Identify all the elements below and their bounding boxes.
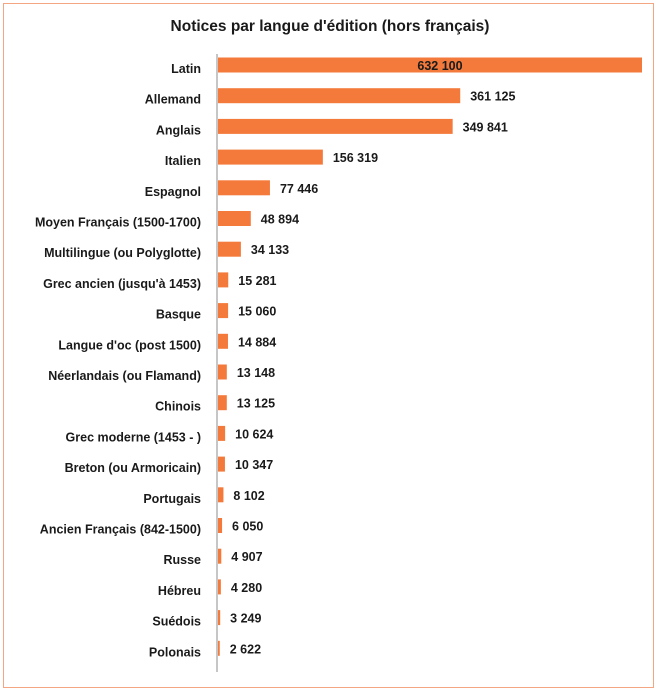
value-label: 156 319 <box>333 151 378 165</box>
chart-frame <box>3 3 654 688</box>
category-label: Hébreu <box>158 584 201 598</box>
value-label: 77 446 <box>280 182 318 196</box>
bars-group: Latin 632 100 Allemand 361 125 Anglais 349 84… <box>35 57 642 659</box>
chart-title: Notices par langue d'édition (hors franç… <box>171 18 490 35</box>
category-label: Basque <box>156 308 201 322</box>
value-label: 4 280 <box>231 581 262 595</box>
bar <box>218 241 241 257</box>
category-label: Espagnol <box>145 185 201 199</box>
category-label: Anglais <box>156 123 201 137</box>
bar <box>218 579 221 595</box>
category-label: Moyen Français (1500-1700) <box>35 216 201 230</box>
bar <box>218 272 229 288</box>
category-label: Chinois <box>155 400 201 414</box>
category-label: Multilingue (ou Polyglotte) <box>44 246 201 260</box>
bar <box>218 487 224 503</box>
bar <box>218 303 229 319</box>
bar <box>218 57 642 73</box>
bar <box>218 456 225 472</box>
bar <box>218 118 453 134</box>
value-label: 14 884 <box>238 335 276 349</box>
bar <box>218 425 226 441</box>
category-label: Allemand <box>145 93 201 107</box>
value-label: 6 050 <box>232 520 263 534</box>
bar <box>218 333 228 349</box>
bar <box>218 180 270 196</box>
value-label: 13 148 <box>237 366 275 380</box>
category-label: Grec ancien (jusqu'à 1453) <box>43 277 201 291</box>
bar <box>218 149 323 165</box>
category-label: Portugais <box>143 492 201 506</box>
value-label: 15 060 <box>238 305 276 319</box>
category-label: Latin <box>171 62 201 76</box>
bar <box>218 211 251 226</box>
value-label: 8 102 <box>233 489 264 503</box>
value-label: 13 125 <box>237 397 275 411</box>
value-label: 15 281 <box>238 274 276 288</box>
category-label: Ancien Français (842-1500) <box>40 523 201 537</box>
bar <box>218 640 220 656</box>
category-label: Langue d'oc (post 1500) <box>58 338 201 352</box>
value-label: 4 907 <box>231 550 262 564</box>
value-label: 349 841 <box>463 120 508 134</box>
bar <box>218 395 227 411</box>
bar <box>218 88 461 104</box>
value-label: 632 100 <box>417 59 462 73</box>
category-label: Suédois <box>152 615 201 629</box>
value-label: 10 624 <box>235 427 273 441</box>
value-label: 2 622 <box>230 642 261 656</box>
bar <box>218 548 222 564</box>
bar <box>218 610 221 626</box>
value-label: 48 894 <box>261 213 299 227</box>
category-label: Polonais <box>149 645 201 659</box>
value-label: 34 133 <box>251 243 289 257</box>
value-label: 361 125 <box>470 90 515 104</box>
value-label: 10 347 <box>235 458 273 472</box>
value-label: 3 249 <box>230 612 261 626</box>
bar <box>218 364 227 380</box>
category-label: Russe <box>163 553 201 567</box>
category-label: Breton (ou Armoricain) <box>65 461 201 475</box>
category-label: Italien <box>165 154 201 168</box>
bar <box>218 518 223 533</box>
category-label: Grec moderne (1453 - ) <box>66 430 201 444</box>
category-label: Néerlandais (ou Flamand) <box>48 369 201 383</box>
